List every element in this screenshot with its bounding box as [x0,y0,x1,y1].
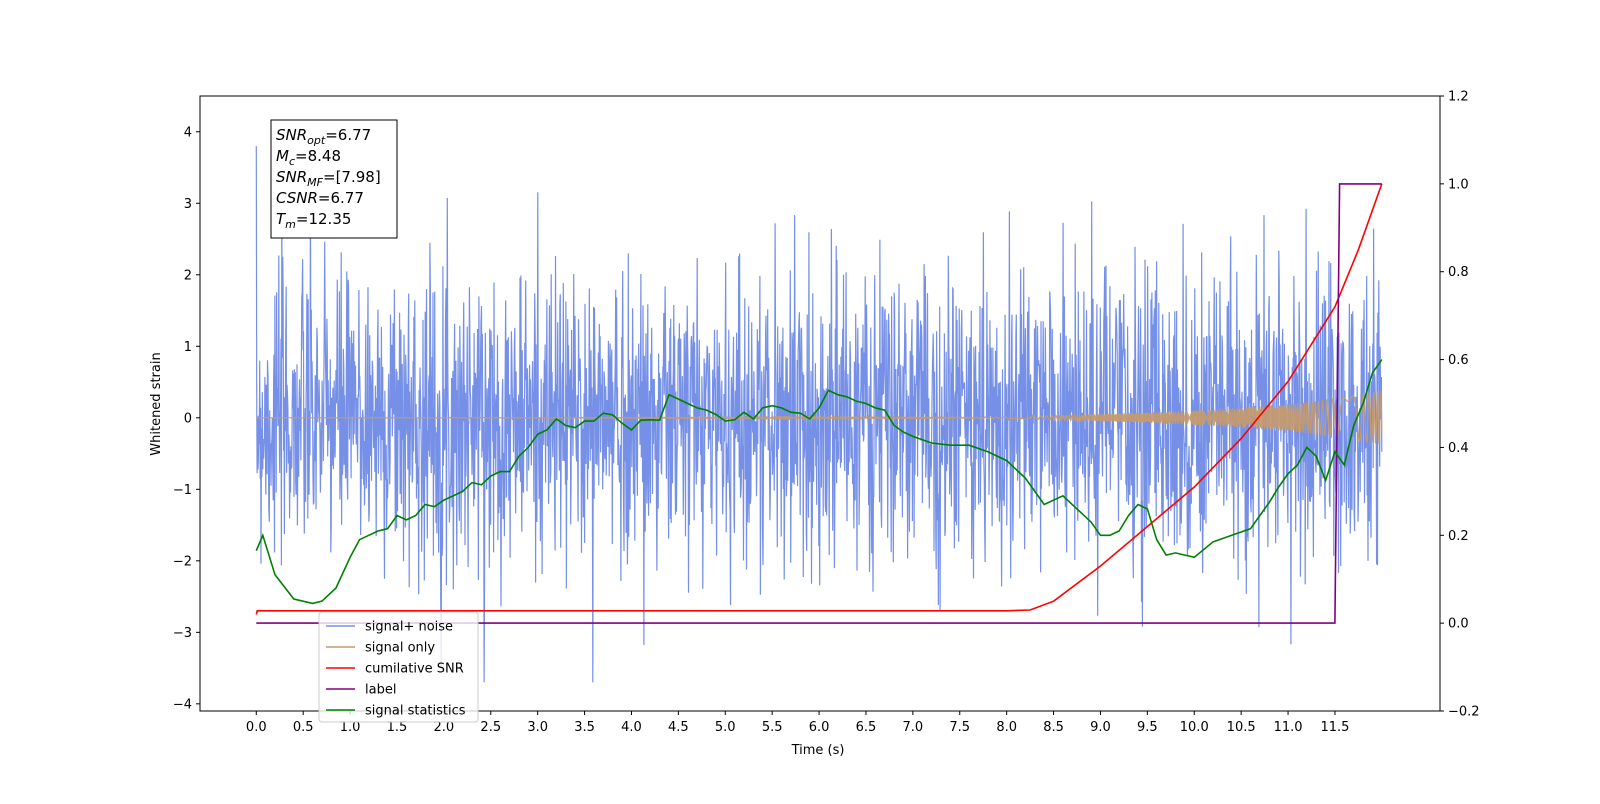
annotation-line: Tm=12.35 [276,210,351,231]
y-tick-label: 2 [184,268,192,283]
legend: signal+ noise signal only cumilative SNR la… [318,611,479,723]
annotation-line: SNRopt=6.77 [276,126,371,147]
y-tick-label: 1 [184,340,192,355]
annotation-line: CSNR=6.77 [276,189,364,207]
x-tick-label: 4.5 [668,720,689,735]
x-tick-label: 11.5 [1320,720,1349,735]
legend-label: signal+ noise [365,620,453,635]
x-tick-label: 2.0 [434,720,455,735]
annotation-box-frame [270,119,398,239]
x-axis-label: Time (s) [791,743,845,758]
series-layer [255,146,1383,683]
legend-label: label [365,683,396,698]
x-tick-label: 0.0 [246,720,267,735]
y-axis-label: Whitened strain [149,352,164,455]
legend-label: signal statistics [365,704,466,719]
series-signal-only-line [256,390,1383,445]
x-tick-label: 5.0 [715,720,736,735]
x-tick-label: 7.5 [949,720,970,735]
x-tick-label: 8.0 [996,720,1017,735]
x-tick-label: 7.0 [903,720,924,735]
y2-tick-label: 0.0 [1448,617,1469,632]
x-tick-label: 9.5 [1137,720,1158,735]
x-tick-label: 6.0 [809,720,830,735]
x-tick-label: 4.0 [621,720,642,735]
y-tick-label: −1 [173,483,192,498]
y-tick-label: 3 [184,197,192,212]
y2-tick-label: 0.6 [1448,353,1469,368]
x-tick-label: 1.0 [340,720,361,735]
y-tick-label: 4 [184,125,192,140]
y2-tick-label: −0.2 [1448,705,1480,720]
y-tick-label: 0 [184,411,192,426]
legend-label: cumilative SNR [365,662,464,677]
y2-tick-label: 1.2 [1448,90,1469,105]
annotation-line: SNRMF=[7.98] [276,168,381,189]
x-tick-label: 0.5 [293,720,314,735]
x-tick-label: 6.5 [856,720,877,735]
plot-frame [199,95,1441,712]
legend-frame [318,611,479,723]
y2-tick-label: 1.0 [1448,177,1469,192]
x-tick-label: 2.5 [480,720,501,735]
y2-tick-label: 0.2 [1448,529,1469,544]
annotation-line: Mc=8.48 [276,147,341,168]
x-tick-label: 3.0 [527,720,548,735]
ticks-layer: 0.0 0.5 1.0 1.5 2.0 2.5 3.0 3.5 4.0 4.5 5.0 5.5 6.0 6… [173,90,1480,736]
x-tick-label: 1.5 [387,720,408,735]
x-tick-label: 8.5 [1043,720,1064,735]
y2-tick-label: 0.4 [1448,441,1469,456]
y2-tick-label: 0.8 [1448,265,1469,280]
x-tick-label: 10.0 [1180,720,1209,735]
legend-label: signal only [365,641,435,656]
y-tick-label: −2 [173,554,192,569]
series-label-line [256,183,1382,624]
y-tick-label: −4 [173,697,192,712]
x-tick-label: 3.5 [574,720,595,735]
x-tick-label: 5.5 [762,720,783,735]
y-tick-label: −3 [173,626,192,641]
series-signal-statistics-line [255,359,1383,605]
series-cumilative-snr-line [255,183,1383,615]
x-tick-label: 9.0 [1090,720,1111,735]
x-tick-label: 10.5 [1227,720,1256,735]
x-tick-label: 11.0 [1274,720,1303,735]
